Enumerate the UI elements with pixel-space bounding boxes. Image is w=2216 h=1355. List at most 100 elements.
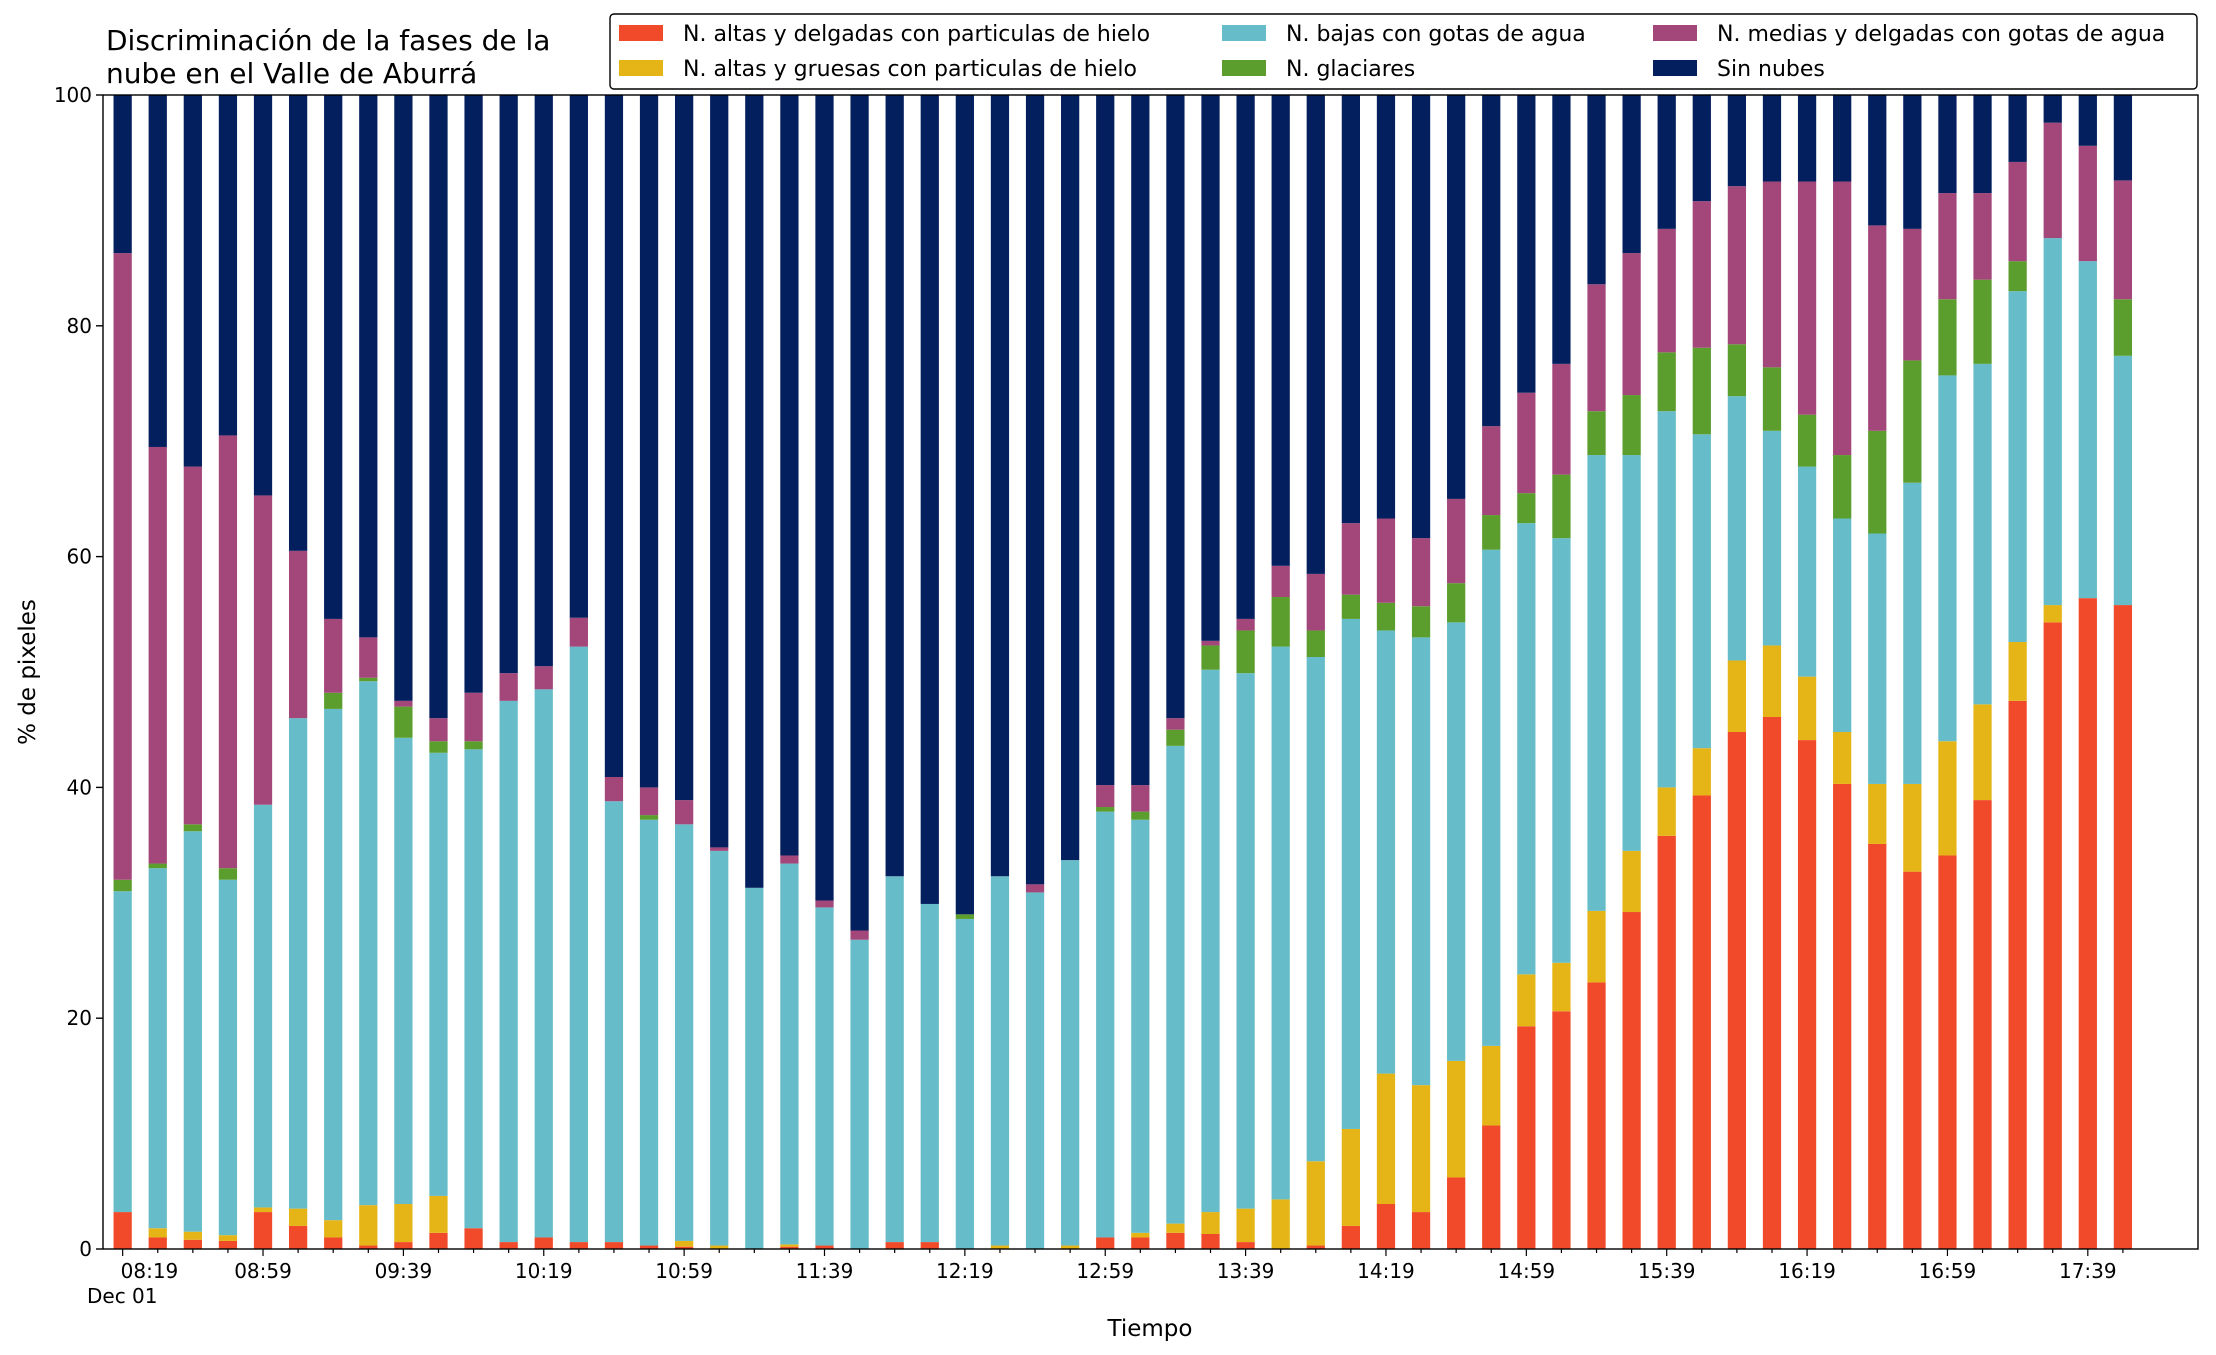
bar-segment [675, 95, 694, 801]
bar-segment [394, 1203, 413, 1243]
bar-segment [1587, 95, 1606, 285]
bar-segment [1868, 533, 1887, 784]
bar-segment [1833, 518, 1852, 733]
bar-segment [218, 879, 238, 1236]
bar-segment [394, 737, 413, 1204]
bar-segment [2008, 641, 2027, 701]
bar-segment [429, 718, 448, 742]
bar-segment [2113, 180, 2133, 300]
x-tick-label: 08:19 [121, 1259, 179, 1283]
bar-segment [183, 1231, 202, 1240]
bar-segment [183, 824, 202, 832]
bar-segment [1657, 352, 1676, 412]
chart-title: nube en el Valle de Aburrá [106, 57, 477, 90]
bar-segment [499, 1242, 518, 1249]
bar-segment [1938, 95, 1957, 194]
bar-segment [1517, 493, 1536, 524]
bar-segment [710, 95, 729, 848]
bar-segment [324, 1220, 343, 1238]
bar-segment [113, 1212, 132, 1249]
bar-segment [1938, 193, 1957, 300]
bar-segment [1482, 95, 1501, 427]
bar-segment [1447, 1177, 1466, 1249]
legend-swatch [1653, 25, 1697, 41]
bar-segment [1061, 95, 1080, 861]
bar-segment [815, 900, 834, 908]
bar-segment [148, 446, 167, 864]
bar-segment [1201, 1212, 1220, 1234]
bar-segment [288, 550, 308, 719]
bar-segment [604, 95, 624, 778]
bar-segment [569, 1242, 588, 1249]
bar-segment [2113, 605, 2133, 1249]
bar-segment [2113, 95, 2133, 181]
bar-segment [1341, 618, 1360, 1129]
bar-segment [1201, 1233, 1220, 1249]
bar-segment [780, 855, 799, 864]
bar-segment [253, 804, 273, 1208]
bar-segment [1341, 95, 1360, 524]
bar-segment [639, 819, 659, 1246]
bar-segment [1306, 630, 1325, 657]
x-tick-label: 17:39 [2059, 1259, 2117, 1283]
bar-segment [1166, 1232, 1185, 1249]
bar-segment [1411, 538, 1431, 607]
bar-segment [1131, 785, 1150, 812]
bar-segment [1727, 344, 1747, 397]
bar-segment [1762, 181, 1782, 368]
bar-segment [815, 95, 834, 901]
bar-segment [324, 708, 343, 1221]
bar-segment [1797, 466, 1817, 677]
bar-segment [534, 95, 553, 667]
bar-segment [1341, 1128, 1360, 1226]
bar-segment [1096, 785, 1115, 808]
bar-segment [499, 673, 518, 701]
bar-segment [218, 868, 238, 880]
bar-segment [569, 646, 588, 1243]
bar-segment [569, 95, 588, 618]
bar-segment [534, 666, 553, 690]
bar-segment [1341, 1225, 1360, 1249]
bar-segment [1903, 871, 1922, 1249]
bar-segment [815, 907, 834, 1246]
bar-segment [113, 879, 132, 892]
bar-segment [1201, 95, 1220, 641]
bar-segment [1868, 843, 1887, 1249]
bar-segment [1236, 673, 1255, 1209]
bar-segment [1657, 787, 1676, 836]
bar-segment [1587, 411, 1606, 456]
bar-segment [359, 677, 378, 682]
bar-segment [1271, 565, 1290, 597]
bar-segment [2008, 261, 2027, 292]
bar-segment [2078, 95, 2097, 146]
bar-segment [1552, 363, 1571, 475]
bar-segment [1061, 860, 1080, 1246]
bar-segment [1552, 95, 1571, 364]
bar-segment [1306, 1245, 1325, 1249]
bar-segment [183, 466, 202, 825]
bar-segment [2008, 700, 2027, 1249]
bar-segment [1025, 95, 1045, 885]
bar-segment [1482, 549, 1501, 1046]
y-tick-label: 40 [67, 775, 92, 799]
bar-segment [1517, 392, 1536, 494]
bar-segment [1376, 1203, 1396, 1249]
bar-segment [1131, 95, 1150, 786]
legend-swatch [619, 60, 663, 76]
bar-segment [148, 863, 167, 869]
bar-segment [1622, 912, 1641, 1249]
bar-segment [1622, 850, 1641, 913]
bar-segment [113, 95, 132, 254]
bar-segment [1762, 645, 1782, 718]
bar-segment [1376, 95, 1396, 519]
bar-segment [359, 1205, 378, 1246]
bar-segment [253, 495, 273, 805]
bar-segment [780, 863, 799, 1245]
bar-segment [1797, 740, 1817, 1249]
bar-segment [1517, 974, 1536, 1027]
bar-segment [1376, 1073, 1396, 1204]
bar-segment [2078, 261, 2097, 599]
legend-swatch [619, 25, 663, 41]
bar-segment [2078, 598, 2097, 1249]
x-tick-label: 08:59 [234, 1259, 292, 1283]
